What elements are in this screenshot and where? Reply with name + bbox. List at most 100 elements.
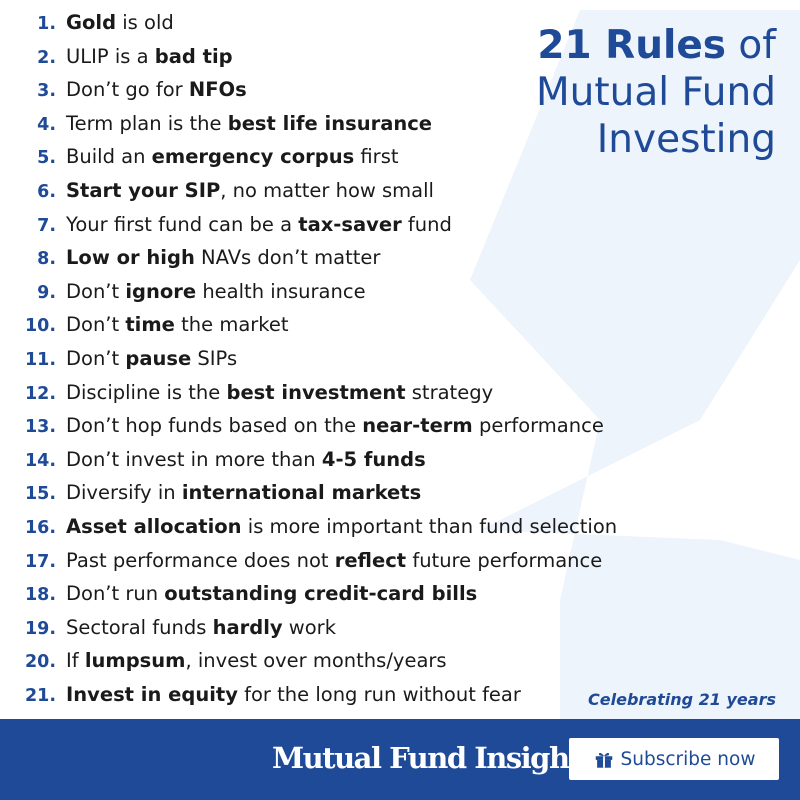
rule-item: 13. Don’t hop funds based on the near-ter… [0,409,700,443]
rule-item: 17. Past performance does not reflect fut… [0,544,700,578]
rule-number: 10. [24,316,56,337]
rule-emphasis: Asset allocation [66,514,242,538]
rule-text: If [66,649,85,673]
rule-text: Your first fund can be a [66,212,299,236]
rule-emphasis: international markets [181,481,422,505]
rule-item: 11. Don’t pause SIPs [0,342,700,376]
rule-number: 4. [37,114,56,135]
rule-text: future performance [406,548,603,572]
title-bold: 21 Rules [537,23,726,68]
rule-emphasis: ignore [125,279,197,303]
rule-item: 18. Don’t run outstanding credit-card bil… [0,577,700,611]
footer-bar: Mutual Fund Insight Subscribe now [0,719,800,800]
rule-item: 7. Your first fund can be a tax-saver fun… [0,208,700,242]
rule-text: Don’t invest in more than [66,447,322,471]
rule-item: 4. Term plan is the best life insurance [0,107,700,141]
gift-icon [593,748,615,770]
rule-text: health insurance [196,279,366,303]
rule-item: 9. Don’t ignore health insurance [0,275,700,309]
rule-emphasis: 4-5 funds [321,447,426,471]
rule-text: , invest over months/years [185,649,447,673]
rule-emphasis: hardly [212,615,283,639]
rule-item: 16. Asset allocation is more important th… [0,510,700,544]
rule-item: 10. Don’t time the market [0,308,700,342]
rule-number: 21. [24,685,56,706]
rule-text: strategy [405,380,494,404]
rule-number: 1. [37,14,56,34]
rule-number: 16. [24,517,56,538]
rule-number: 17. [24,551,56,572]
rule-text: Term plan is the [66,111,228,135]
rule-text: work [282,615,336,639]
rule-text: ULIP is a [66,44,155,68]
rule-emphasis: reflect [334,548,407,572]
rule-emphasis: Start your SIP [66,178,221,202]
rule-number: 14. [24,450,56,471]
rule-number: 18. [24,585,56,606]
rule-emphasis: tax-saver [298,212,402,236]
celebration-tagline: Celebrating 21 years [588,690,776,709]
rule-emphasis: best investment [226,380,406,404]
rule-text: Don’t [66,313,126,337]
rule-text: Sectoral funds [66,615,213,639]
rule-emphasis: time [125,313,175,337]
rule-text: is more important than fund selection [241,514,618,538]
rule-emphasis: near-term [362,414,473,438]
rule-number: 13. [24,417,56,438]
rule-item: 21. Invest in equity for the long run wit… [0,678,700,712]
rule-number: 5. [37,148,56,169]
rule-number: 8. [37,249,56,270]
rule-text: first [354,145,399,169]
rule-number: 12. [24,383,56,404]
rule-text: Past performance does not [66,548,335,572]
rule-number: 2. [37,47,56,68]
rule-emphasis: emergency corpus [151,145,355,169]
rule-text: Don’t run [66,582,165,606]
rule-text: Don’t [66,279,126,303]
rule-emphasis: outstanding credit-card bills [164,582,478,606]
rule-number: 9. [37,282,56,303]
brand-logo: Mutual Fund Insight [272,741,582,775]
rule-item: 1. Gold is old [0,6,700,40]
subscribe-button[interactable]: Subscribe now [569,738,779,780]
subscribe-label: Subscribe now [620,748,756,770]
rule-item: 14. Don’t invest in more than 4-5 funds [0,443,700,477]
rule-emphasis: pause [125,346,192,370]
rule-text: is old [116,11,174,34]
rule-item: 8. Low or high NAVs don’t matter [0,241,700,275]
rule-emphasis: Low or high [66,246,195,270]
rule-item: 6. Start your SIP, no matter how small [0,174,700,208]
rules-list: 1. Gold is old 2. ULIP is a bad tip 3. Don’t … [0,6,700,711]
rule-number: 15. [24,484,56,505]
rule-text: Don’t hop funds based on the [66,414,363,438]
rule-text: Discipline is the [66,380,227,404]
rule-number: 3. [37,81,56,102]
title-line-1: 21 Rules of [536,22,776,69]
rule-emphasis: Invest in equity [66,682,238,706]
rule-number: 11. [24,349,56,370]
rule-text: fund [401,212,452,236]
rule-text: Don’t [66,346,126,370]
rule-text: Build an [66,145,152,169]
title-line-2: Mutual Fund [536,70,776,115]
rule-text: NAVs don’t matter [194,246,381,270]
rule-number: 7. [37,215,56,236]
rule-text: , no matter how small [220,178,434,202]
rule-text: performance [472,414,604,438]
rule-text: Don’t go for [66,78,189,102]
rule-emphasis: NFOs [188,78,247,102]
rule-item: 12. Discipline is the best investment str… [0,376,700,410]
title-line-3: Investing [596,117,776,162]
rule-text: for the long run without fear [237,682,521,706]
rule-emphasis: Gold [66,11,117,34]
rule-text: SIPs [191,346,238,370]
rule-item: 5. Build an emergency corpus first [0,140,700,174]
rule-item: 2. ULIP is a bad tip [0,40,700,74]
rule-emphasis: bad tip [154,44,233,68]
rule-item: 15. Diversify in international markets [0,476,700,510]
page-title: 21 Rules of Mutual Fund Investing [536,22,776,163]
rule-item: 19. Sectoral funds hardly work [0,611,700,645]
rule-number: 19. [24,618,56,639]
rule-text: the market [174,313,289,337]
